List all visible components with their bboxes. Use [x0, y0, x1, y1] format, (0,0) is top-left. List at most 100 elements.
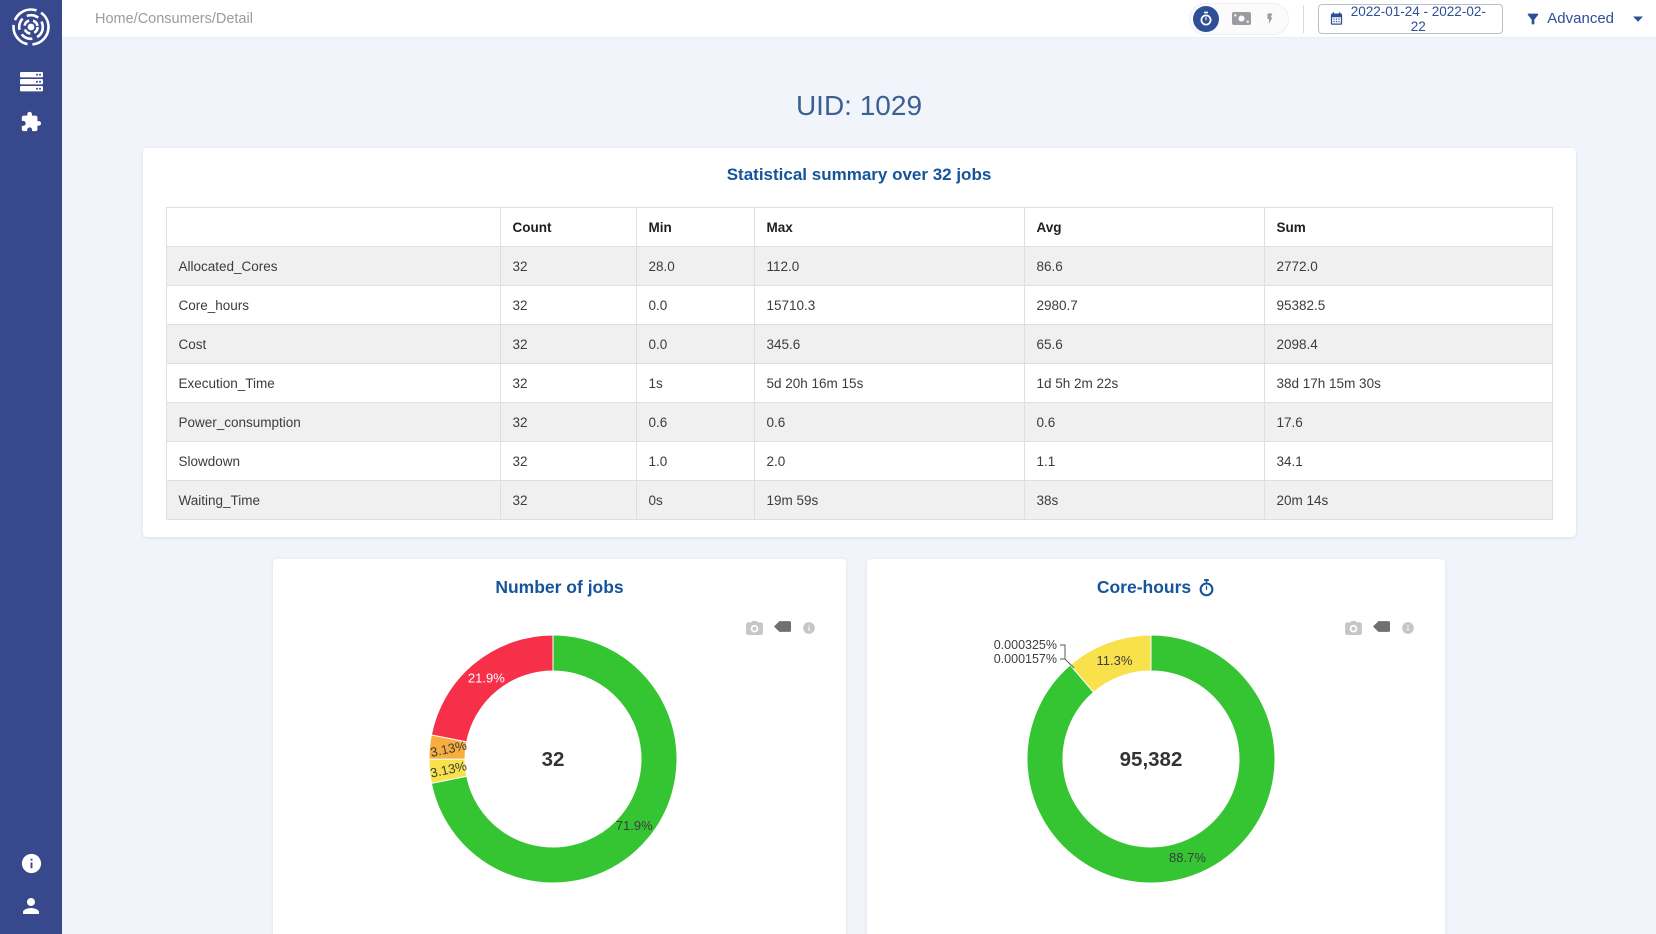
table-cell: 0.6 — [635, 402, 755, 442]
stopwatch-icon[interactable] — [1193, 5, 1220, 32]
table-column-header: Max — [753, 207, 1025, 247]
table-cell: 1.0 — [635, 441, 755, 481]
table-column-header — [165, 207, 501, 247]
tag-icon[interactable] — [774, 621, 791, 635]
info-icon[interactable] — [1401, 621, 1415, 635]
charts-row: Number of jobs — [62, 559, 1656, 934]
table-cell: Slowdown — [165, 441, 501, 481]
table-cell: 86.6 — [1023, 246, 1265, 286]
summary-card: Statistical summary over 32 jobs Count Mi… — [142, 148, 1576, 537]
table-cell: 0.0 — [635, 285, 755, 325]
chart-title: Number of jobs — [495, 577, 624, 597]
topbar: Home/Consumers/Detail — [62, 0, 1656, 38]
table-cell: 15710.3 — [753, 285, 1025, 325]
table-cell: Allocated_Cores — [165, 246, 501, 286]
table-cell: Power_consumption — [165, 402, 501, 442]
table-row: Allocated_Cores 32 28.0 112.0 86.6 2772.0 — [165, 246, 1553, 286]
table-cell: 32 — [499, 246, 637, 286]
table-cell: Cost — [165, 324, 501, 364]
table-cell: 34.1 — [1263, 441, 1553, 481]
user-icon[interactable] — [19, 894, 43, 918]
donut-segment-label: 0.000325% — [994, 638, 1057, 652]
donut-segment[interactable] — [430, 634, 554, 743]
metric-toggle — [1189, 2, 1290, 35]
donut-chart-number-of-jobs: 71.9%3.13%3.13%21.9%32 — [428, 634, 678, 884]
breadcrumb[interactable]: Home/Consumers/Detail — [95, 10, 253, 27]
donut-segment-label: 11.3% — [1097, 653, 1133, 668]
label-leader-line — [1060, 644, 1075, 669]
table-cell: 345.6 — [753, 324, 1025, 364]
calendar-icon — [1331, 12, 1343, 25]
camera-icon[interactable] — [1345, 621, 1362, 635]
table-cell: 32 — [499, 363, 637, 403]
table-cell: 1d 5h 2m 22s — [1023, 363, 1265, 403]
table-row: Slowdown 32 1.0 2.0 1.1 34.1 — [165, 441, 1553, 481]
table-cell: Waiting_Time — [165, 480, 501, 520]
table-row: Execution_Time 32 1s 5d 20h 16m 15s 1d 5h 2m… — [165, 363, 1553, 403]
table-header-row: Count Min Max Avg Sum — [165, 207, 1553, 247]
table-cell: 32 — [499, 324, 637, 364]
banknote-icon[interactable] — [1232, 12, 1252, 25]
table-cell: 95382.5 — [1263, 285, 1553, 325]
table-cell: 112.0 — [753, 246, 1025, 286]
chart-modebar — [746, 621, 816, 635]
table-cell: 2098.4 — [1263, 324, 1553, 364]
chart-modebar — [1345, 621, 1415, 635]
summary-title: Statistical summary over 32 jobs — [726, 165, 992, 184]
table-cell: Core_hours — [165, 285, 501, 325]
table-cell: 2772.0 — [1263, 246, 1553, 286]
app-logo-icon[interactable] — [10, 6, 52, 53]
topbar-divider — [1303, 4, 1305, 33]
table-cell: 0s — [635, 480, 755, 520]
lightning-icon[interactable] — [1264, 10, 1276, 27]
table-cell: 0.0 — [635, 324, 755, 364]
table-cell: 32 — [499, 441, 637, 481]
date-range-input[interactable]: 2022-01-24 - 2022-02-22 — [1318, 3, 1504, 34]
donut-segment-label: 0.000157% — [994, 652, 1057, 666]
donut-segment-label: 21.9% — [468, 670, 505, 685]
topbar-controls: 2022-01-24 - 2022-02-22 Advanced — [1189, 2, 1656, 35]
donut-segment[interactable] — [430, 634, 678, 884]
table-cell: Execution_Time — [165, 363, 501, 403]
chevron-down-icon[interactable] — [1632, 15, 1644, 23]
tag-icon[interactable] — [1373, 621, 1390, 635]
stopwatch-icon — [1199, 578, 1214, 596]
table-column-header: Min — [635, 207, 755, 247]
table-cell: 32 — [499, 480, 637, 520]
table-cell: 20m 14s — [1263, 480, 1553, 520]
table-cell: 2980.7 — [1023, 285, 1265, 325]
chart-title: Core-hours — [867, 577, 1445, 598]
table-cell: 1.1 — [1023, 441, 1265, 481]
table-cell: 32 — [499, 402, 637, 442]
table-cell: 19m 59s — [753, 480, 1025, 520]
table-row: Core_hours 32 0.0 15710.3 2980.7 95382.5 — [165, 285, 1553, 325]
table-column-header: Count — [499, 207, 637, 247]
sidebar — [0, 0, 62, 934]
table-column-header: Sum — [1263, 207, 1553, 247]
donut-center-value: 95,382 — [1120, 748, 1183, 771]
donut-center-value: 32 — [542, 748, 565, 771]
table-row: Waiting_Time 32 0s 19m 59s 38s 20m 14s — [165, 480, 1553, 520]
info-icon[interactable] — [20, 852, 43, 875]
info-icon[interactable] — [802, 621, 816, 635]
advanced-filter-button[interactable]: Advanced — [1525, 10, 1644, 27]
table-cell: 65.6 — [1023, 324, 1265, 364]
table-cell: 17.6 — [1263, 402, 1553, 442]
puzzle-icon[interactable] — [20, 111, 42, 133]
servers-icon[interactable] — [19, 72, 43, 92]
advanced-label: Advanced — [1547, 10, 1614, 27]
donut-segment[interactable] — [1069, 634, 1152, 693]
filter-funnel-icon — [1527, 13, 1539, 24]
camera-icon[interactable] — [746, 621, 763, 635]
table-cell: 0.6 — [1023, 402, 1265, 442]
page-title: UID: 1029 — [795, 90, 923, 121]
table-column-header: Avg — [1023, 207, 1265, 247]
summary-table: Count Min Max Avg Sum Allocated_Cores 32 28.0 1… — [165, 207, 1553, 520]
donut-segment[interactable] — [1026, 634, 1276, 884]
table-cell: 0.6 — [753, 402, 1025, 442]
table-cell: 5d 20h 16m 15s — [753, 363, 1025, 403]
table-cell: 1s — [635, 363, 755, 403]
table-cell: 38s — [1023, 480, 1265, 520]
table-cell: 2.0 — [753, 441, 1025, 481]
table-cell: 32 — [499, 285, 637, 325]
